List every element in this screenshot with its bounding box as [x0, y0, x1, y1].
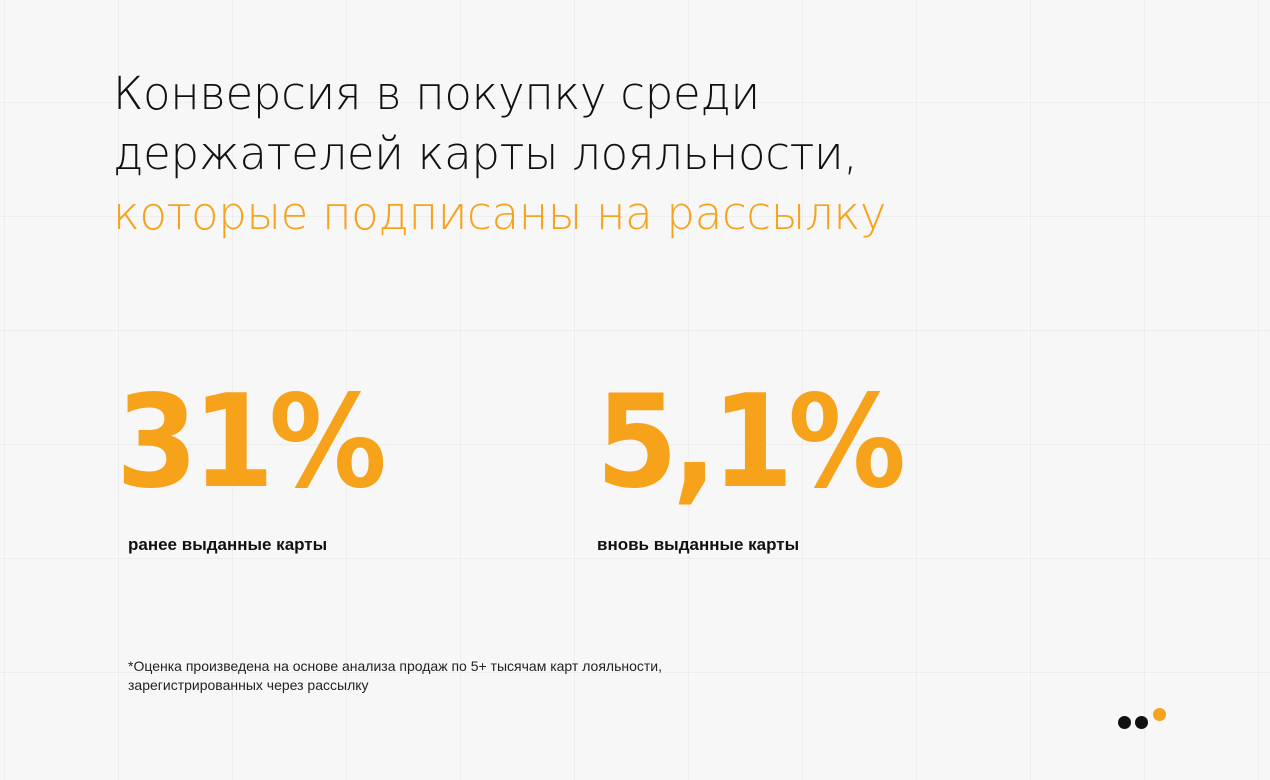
logo-dot-black-1 [1118, 716, 1131, 729]
logo-dot-black-2 [1135, 716, 1148, 729]
stat-value-existing-cards: 31% [116, 368, 387, 517]
three-dots-logo-icon [1118, 707, 1170, 731]
logo-dot-orange [1153, 708, 1166, 721]
slide-title: Конверсия в покупку среди держателей кар… [113, 64, 887, 244]
stat-value-new-cards: 5,1% [596, 368, 906, 517]
footnote-line-1: *Оценка произведена на основе анализа пр… [128, 658, 663, 674]
stat-existing-cards: 31% ранее выданные карты [116, 368, 404, 555]
title-line-1: Конверсия в покупку среди [113, 67, 760, 120]
stat-label-existing-cards: ранее выданные карты [128, 535, 328, 554]
stat-label-new-cards: вновь выданные карты [597, 535, 800, 554]
title-line-2: держателей карты лояльности, [113, 127, 858, 180]
footnote: *Оценка произведена на основе анализа пр… [128, 657, 828, 695]
stat-new-cards: 5,1% вновь выданные карты [596, 368, 927, 555]
footnote-line-2: зарегистрированных через рассылку [128, 677, 369, 693]
title-line-accent: которые подписаны на рассылку [113, 187, 887, 240]
